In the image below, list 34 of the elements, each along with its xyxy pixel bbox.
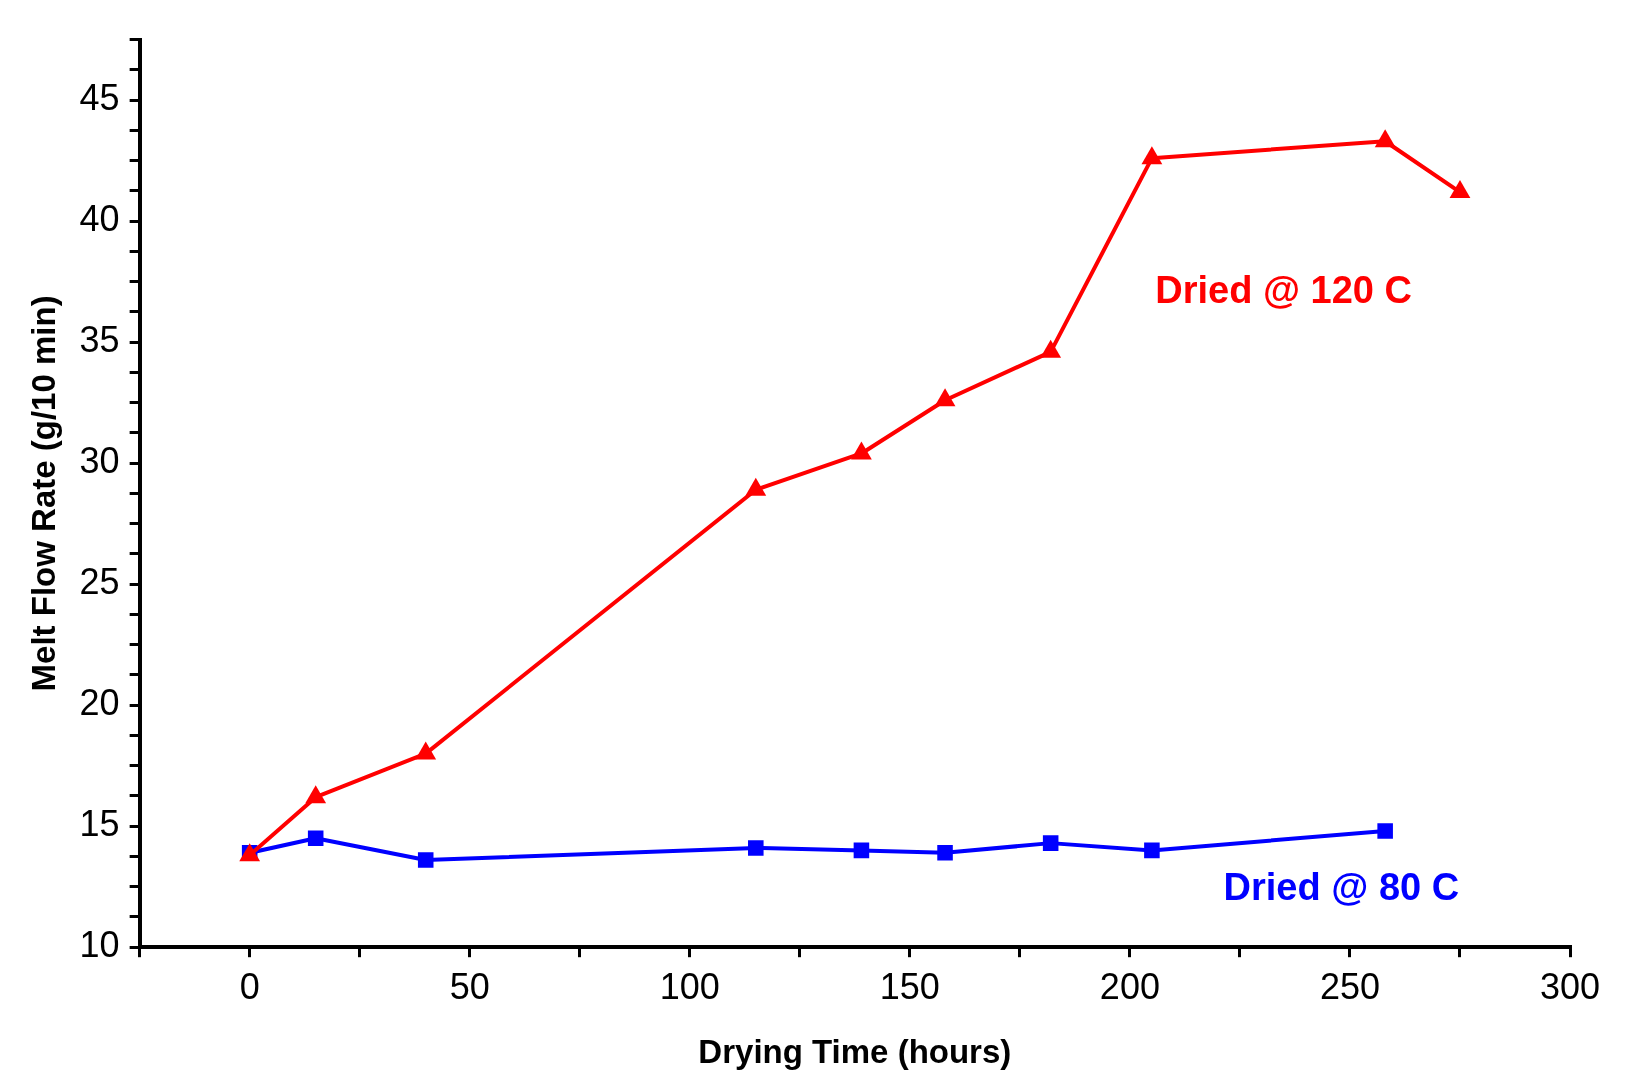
- point: [1377, 823, 1393, 839]
- series-label: Dried @ 120 C: [1155, 268, 1412, 311]
- y-tick-label: 25: [79, 561, 120, 603]
- point: [745, 477, 767, 496]
- point: [417, 852, 434, 868]
- x-tick-label: 150: [879, 965, 940, 1007]
- y-tick-label: 30: [79, 440, 120, 482]
- point: [748, 840, 764, 856]
- point: [1040, 339, 1062, 358]
- point: [1144, 842, 1160, 859]
- point: [1042, 835, 1059, 851]
- point: [307, 830, 324, 847]
- point: [1449, 180, 1471, 199]
- x-tick-label: 300: [1539, 965, 1601, 1007]
- y-tick-label: 40: [79, 198, 120, 240]
- y-axis-title: Melt Flow Rate (g/10 min): [24, 295, 62, 692]
- y-tick-label: 35: [79, 319, 120, 361]
- y-tick-label: 15: [79, 803, 120, 845]
- point: [937, 845, 953, 861]
- x-tick-label: 100: [659, 965, 720, 1007]
- x-tick-label: 50: [449, 965, 490, 1007]
- x-tick-label: 0: [239, 965, 260, 1007]
- point: [853, 842, 870, 859]
- y-tick-label: 20: [79, 682, 120, 724]
- y-tick-label: 10: [79, 924, 120, 966]
- point: [1374, 129, 1396, 148]
- x-tick-label: 200: [1099, 965, 1160, 1007]
- x-axis-title: Drying Time (hours): [698, 1033, 1012, 1071]
- point: [934, 388, 956, 407]
- y-tick-label: 45: [79, 77, 120, 119]
- series-label: Dried @ 80 C: [1223, 865, 1460, 908]
- x-tick-label: 250: [1319, 965, 1380, 1007]
- point: [1141, 146, 1163, 165]
- point: [851, 441, 872, 460]
